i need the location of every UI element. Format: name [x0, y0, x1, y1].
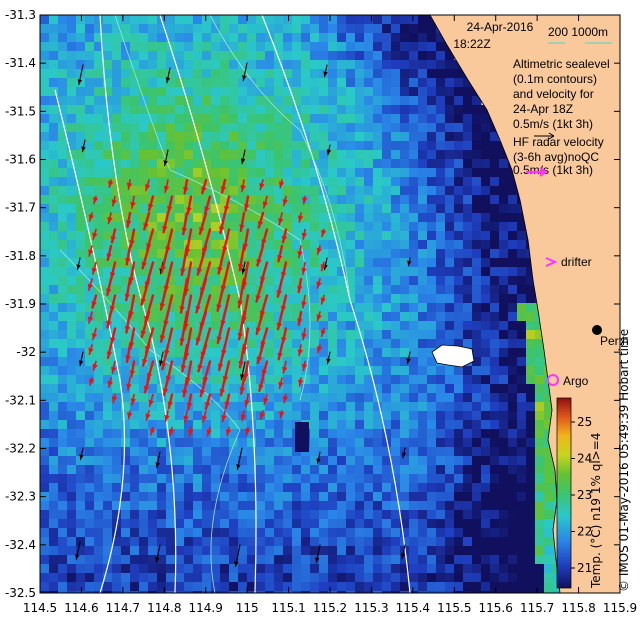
altimetric-scale-arrowhead	[548, 132, 555, 140]
hf-radar-velocity-arrows	[87, 178, 327, 437]
y-tick-label: -31.3	[5, 8, 36, 22]
x-tick-label: 115.5	[437, 601, 471, 615]
x-tick-label: 114.9	[189, 601, 223, 615]
colorbar-tick-label: 21	[577, 561, 592, 575]
perth-marker	[592, 325, 602, 335]
y-tick-label: -32.1	[5, 393, 36, 407]
x-tick-label: 114.7	[106, 601, 140, 615]
drifter-label: drifter	[561, 255, 592, 269]
y-tick-label: -31.8	[5, 249, 36, 263]
hf-line-1: HF radar velocity	[513, 135, 604, 149]
y-tick-label: -32	[16, 345, 36, 359]
argo-label: Argo	[563, 374, 589, 388]
colorbar-tick-label: 23	[577, 488, 592, 502]
y-tick-label: -32.2	[5, 442, 36, 456]
land-mass	[429, 15, 620, 593]
altimetric-line-3: and velocity for	[513, 87, 594, 101]
x-tick-label: 114.8	[147, 601, 181, 615]
x-axis-longitude: 114.5 114.6 114.7 114.8 114.9 115 115.1 115.2 11…	[23, 15, 637, 615]
x-tick-label: 115.2	[313, 601, 347, 615]
altimetric-line-1: Altimetric sealevel	[513, 57, 610, 71]
x-tick-label: 114.6	[64, 601, 98, 615]
hf-line-2: (3-6h avg)noQC	[513, 150, 599, 164]
altimetric-line-2: (0.1m contours)	[513, 72, 597, 86]
sea-surface-temperature-field	[40, 15, 563, 593]
y-tick-label: -32.5	[5, 586, 36, 600]
colorbar-ticks: 25 24 23 22 21	[571, 415, 592, 575]
y-tick-label: -32.3	[5, 490, 36, 504]
map-legend: 24-Apr-2016 18:22Z 200 1000m Altimetric …	[453, 20, 628, 388]
drifter-marker	[545, 257, 558, 267]
y-tick-label: -31.4	[5, 56, 36, 70]
hf-line-3: 0.5m/s (1kt 3h)	[513, 163, 593, 177]
y-tick-label: -31.5	[5, 104, 36, 118]
x-tick-label: 115.7	[520, 601, 554, 615]
y-tick-label: -31.6	[5, 153, 36, 167]
colorbar	[556, 397, 572, 589]
x-tick-label: 114.5	[23, 601, 57, 615]
colorbar-tick-label: 25	[577, 415, 592, 429]
y-tick-label: -32.4	[5, 538, 36, 552]
x-tick-label: 115.8	[561, 601, 595, 615]
x-tick-label: 115.1	[271, 601, 305, 615]
x-tick-label: 115.4	[396, 601, 430, 615]
x-tick-label: 115.9	[603, 601, 637, 615]
x-tick-label: 115.3	[354, 601, 388, 615]
argo-marker	[547, 374, 559, 386]
colorbar-tick-label: 22	[577, 525, 592, 539]
y-tick-label: -31.9	[5, 297, 36, 311]
altimetric-line-5: 0.5m/s (1kt 3h)	[513, 117, 593, 131]
x-tick-label: 115	[236, 601, 259, 615]
scale-label: 200 1000m	[548, 25, 608, 39]
y-axis-latitude: -31.3 -31.4 -31.5 -31.6 -31.7 -31.8 -31.9 -32 -3…	[5, 8, 620, 600]
time-label: 18:22Z	[453, 37, 490, 51]
colorbar-label: Temp. (°C) n19 1% ql>=4	[589, 433, 603, 589]
y-tick-label: -31.7	[5, 201, 36, 215]
perth-label: Perth	[600, 334, 629, 348]
credit-label: © IMOS 01-May-2016 05:49:39 Hobart time	[617, 329, 631, 592]
date-label: 24-Apr-2016	[467, 20, 534, 34]
rottnest-island	[431, 344, 475, 368]
hf-scale-arrowhead	[539, 167, 547, 177]
colorbar-tick-label: 24	[577, 452, 592, 466]
x-tick-label: 115.6	[479, 601, 513, 615]
altimetric-line-4: 24-Apr 18Z	[513, 102, 573, 116]
